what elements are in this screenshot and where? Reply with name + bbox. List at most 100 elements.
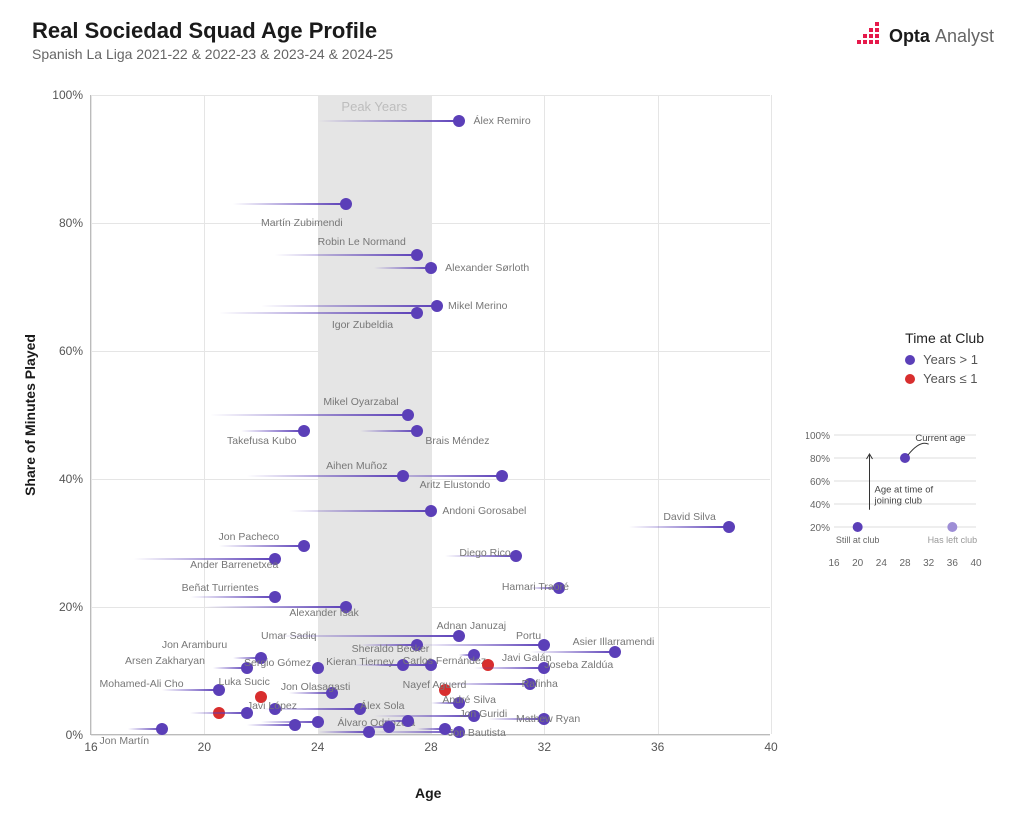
player-label: Sheraldo Becker bbox=[352, 643, 430, 655]
y-tick-label: 20% bbox=[59, 600, 83, 614]
player-marker bbox=[402, 715, 414, 727]
x-tick-label: 28 bbox=[424, 740, 437, 754]
svg-text:20: 20 bbox=[852, 558, 864, 569]
player-label: Jon Aramburu bbox=[162, 639, 227, 651]
player-marker bbox=[298, 540, 310, 552]
player-label: Aihen Muñoz bbox=[326, 460, 387, 472]
y-tick-label: 100% bbox=[52, 88, 83, 102]
player-label: Umar Sadiq bbox=[261, 630, 316, 642]
brand-suffix: Analyst bbox=[935, 26, 994, 46]
brand-logo: Opta Analyst bbox=[855, 22, 994, 50]
svg-text:20%: 20% bbox=[810, 523, 830, 534]
svg-text:32: 32 bbox=[923, 558, 935, 569]
svg-text:Has left club: Has left club bbox=[928, 535, 978, 545]
player-marker bbox=[289, 719, 301, 731]
player-marker bbox=[383, 721, 395, 733]
player-marker bbox=[723, 521, 735, 533]
player-marker bbox=[425, 505, 437, 517]
player-marker bbox=[453, 115, 465, 127]
player-label: Javi López bbox=[247, 700, 297, 712]
player-label: Carlos Fernández bbox=[403, 655, 486, 667]
svg-text:Current age: Current age bbox=[915, 433, 965, 444]
player-label: Andoni Gorosabel bbox=[442, 505, 526, 517]
svg-text:60%: 60% bbox=[810, 477, 830, 488]
player-label: Igor Zubeldia bbox=[332, 319, 393, 331]
gridline-vertical bbox=[318, 95, 319, 734]
player-marker bbox=[496, 470, 508, 482]
main-scatter-chart: Peak Years0%20%40%60%80%100%162024283236… bbox=[90, 95, 770, 735]
svg-text:100%: 100% bbox=[806, 431, 830, 442]
player-label: Jon Guridi bbox=[459, 708, 507, 720]
player-label: André Silva bbox=[442, 694, 496, 706]
player-label: Jon Martín bbox=[100, 735, 150, 747]
y-tick-label: 40% bbox=[59, 472, 83, 486]
player-label: Robin Le Normand bbox=[318, 236, 406, 248]
player-marker bbox=[482, 659, 494, 671]
player-label: Álex Remiro bbox=[474, 115, 531, 127]
player-label: Kieran Tierney bbox=[326, 656, 394, 668]
player-label: Sergio Gómez bbox=[244, 657, 311, 669]
player-label: Beñat Turrientes bbox=[182, 582, 259, 594]
player-label: Asier Illarramendi bbox=[573, 636, 655, 648]
y-axis-label: Share of Minutes Played bbox=[22, 334, 38, 496]
player-marker bbox=[298, 425, 310, 437]
player-label: Mikel Merino bbox=[448, 300, 508, 312]
x-tick-label: 24 bbox=[311, 740, 324, 754]
player-label: Jon Pacheco bbox=[219, 531, 280, 543]
y-tick-label: 60% bbox=[59, 344, 83, 358]
svg-text:16: 16 bbox=[828, 558, 840, 569]
player-label: Arsen Zakharyan bbox=[125, 655, 205, 667]
player-label: Jon Bautista bbox=[448, 727, 506, 739]
player-label: Mohamed-Ali Cho bbox=[100, 678, 184, 690]
gridline-vertical bbox=[544, 95, 545, 734]
player-trail bbox=[241, 430, 303, 432]
svg-text:Age at time of: Age at time of bbox=[875, 485, 934, 496]
svg-text:40%: 40% bbox=[810, 500, 830, 511]
player-marker bbox=[340, 198, 352, 210]
player-marker bbox=[510, 550, 522, 562]
gridline-vertical bbox=[771, 95, 772, 734]
legend-dot bbox=[905, 355, 915, 365]
player-marker bbox=[241, 707, 253, 719]
player-marker bbox=[402, 409, 414, 421]
peak-years-label: Peak Years bbox=[318, 99, 431, 114]
player-trail bbox=[629, 526, 728, 528]
y-tick-label: 80% bbox=[59, 216, 83, 230]
player-trail bbox=[247, 724, 295, 726]
player-label: Álex Sola bbox=[360, 700, 404, 712]
y-tick-label: 0% bbox=[66, 728, 83, 742]
gridline-horizontal bbox=[91, 735, 770, 736]
player-trail bbox=[190, 596, 275, 598]
legend-item: Years ≤ 1 bbox=[905, 371, 984, 386]
player-label: Martín Zubimendi bbox=[261, 217, 343, 229]
svg-text:28: 28 bbox=[899, 558, 911, 569]
player-label: Luka Sucic bbox=[219, 676, 270, 688]
player-label: Alexander Isak bbox=[289, 607, 358, 619]
player-label: Joseba Zaldúa bbox=[544, 659, 613, 671]
brand-logo-text: Opta Analyst bbox=[889, 26, 994, 47]
player-label: Aritz Elustondo bbox=[420, 479, 491, 491]
player-label: Jon Olasagasti bbox=[281, 681, 350, 693]
x-axis-label: Age bbox=[415, 785, 441, 801]
gridline-vertical bbox=[658, 95, 659, 734]
gridline-vertical bbox=[431, 95, 432, 734]
player-marker bbox=[411, 249, 423, 261]
gridline-vertical bbox=[204, 95, 205, 734]
svg-text:24: 24 bbox=[876, 558, 888, 569]
player-label: Rafinha bbox=[522, 678, 558, 690]
player-label: Brais Méndez bbox=[425, 435, 489, 447]
player-trail bbox=[417, 644, 545, 646]
brand-name: Opta bbox=[889, 26, 930, 46]
player-label: Takefusa Kubo bbox=[227, 435, 296, 447]
player-marker bbox=[269, 591, 281, 603]
player-marker bbox=[397, 470, 409, 482]
player-marker bbox=[431, 300, 443, 312]
x-tick-label: 32 bbox=[538, 740, 551, 754]
legend-item: Years > 1 bbox=[905, 352, 984, 367]
x-tick-label: 36 bbox=[651, 740, 664, 754]
player-trail bbox=[219, 545, 304, 547]
player-label: Diego Rico bbox=[459, 547, 510, 559]
legend-title: Time at Club bbox=[905, 330, 984, 346]
player-marker bbox=[363, 726, 375, 738]
player-marker bbox=[425, 262, 437, 274]
